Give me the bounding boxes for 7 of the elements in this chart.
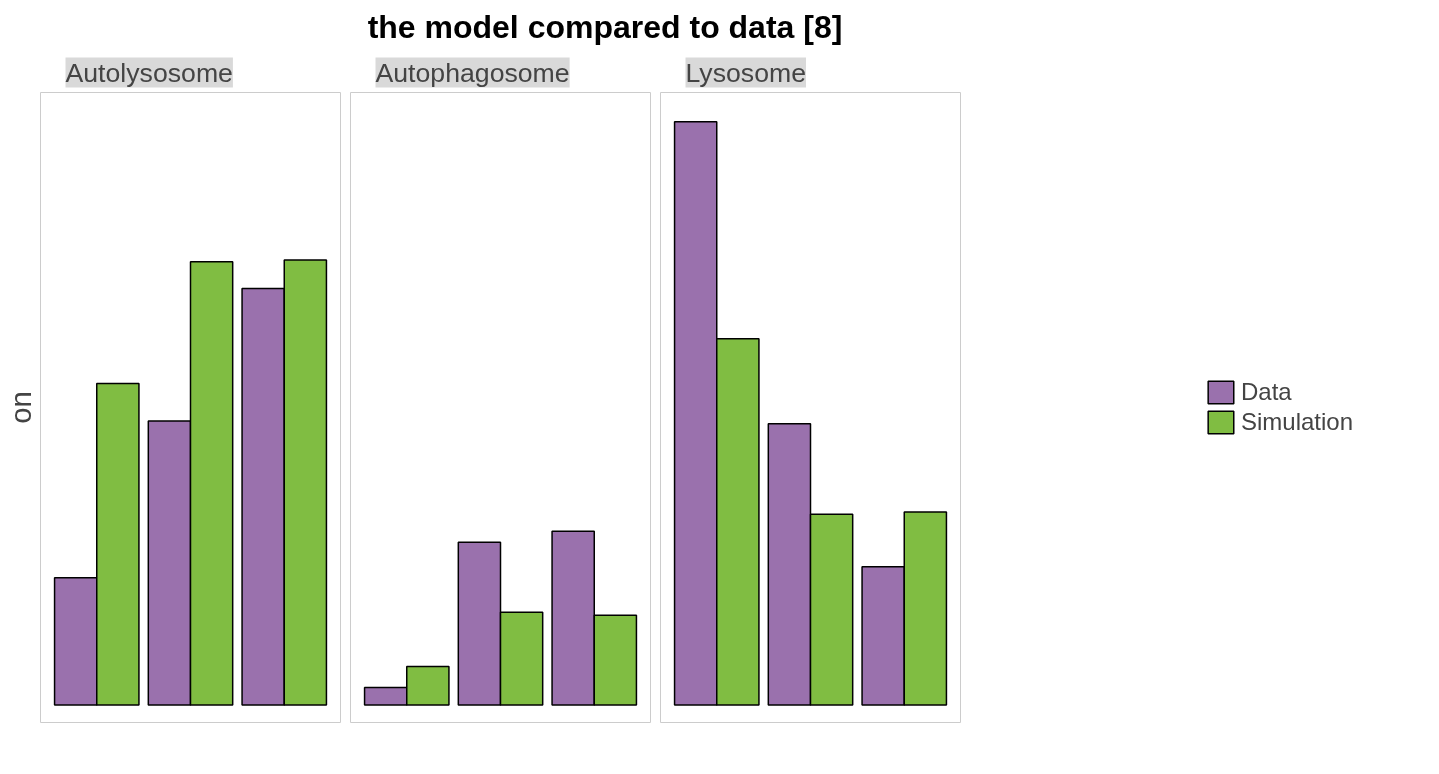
text: Autophagosome	[375, 57, 570, 88]
y-axis-title: on	[4, 391, 37, 424]
chart-title: the model compared to data [8]	[367, 8, 843, 47]
legend-label: Simulation	[1240, 408, 1354, 436]
text: Lysosome	[685, 57, 806, 88]
text: Autolysosome	[65, 57, 233, 88]
legend-label: Data	[1240, 378, 1292, 406]
